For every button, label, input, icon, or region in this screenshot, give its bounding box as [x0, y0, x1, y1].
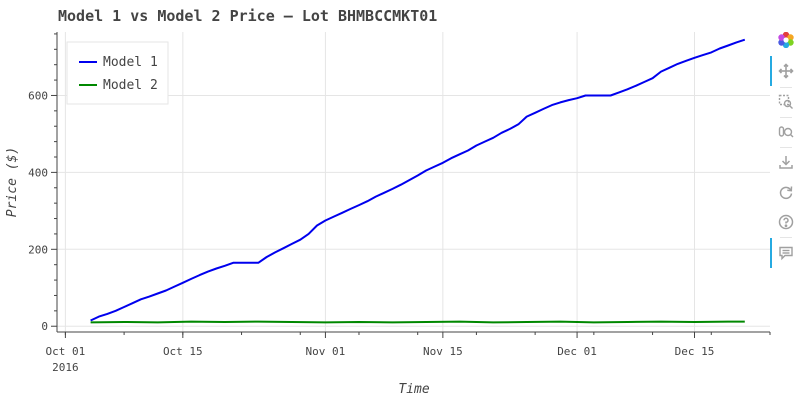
x-tick-label: Nov 15 — [423, 345, 463, 358]
x-tick-label: Dec 15 — [675, 345, 715, 358]
series-line-2[interactable] — [90, 320, 745, 324]
toolbar-separator — [780, 87, 792, 88]
x-tick-sublabel: 2016 — [52, 361, 79, 374]
axes: 0 200 400 600 Oct 01 2016 Oct 15 Nov 01 Nov 15 De… — [28, 32, 771, 374]
box-zoom-icon[interactable] — [778, 94, 794, 110]
y-tick-label: 0 — [41, 320, 48, 333]
legend[interactable]: Model 1 Model 2 — [66, 41, 169, 105]
legend-label[interactable]: Model 2 — [103, 78, 158, 93]
help-icon[interactable] — [778, 214, 794, 230]
grid — [57, 32, 770, 332]
chart-title: Model 1 vs Model 2 Price – Lot BHMBCCMKT… — [58, 7, 437, 25]
x-tick-label: Nov 01 — [306, 345, 346, 358]
y-axis-title: Price ($) — [5, 147, 20, 217]
toolbar-separator — [780, 117, 792, 118]
legend-label[interactable]: Model 1 — [103, 55, 158, 70]
toolbar-separator — [780, 237, 792, 238]
toolbar — [769, 28, 800, 278]
legend-box — [66, 41, 169, 105]
save-icon[interactable] — [778, 154, 794, 170]
x-axis-title: Time — [398, 382, 429, 397]
reset-icon[interactable] — [778, 184, 794, 200]
x-tick-label: Oct 01 — [46, 345, 86, 358]
x-tick-label: Dec 01 — [557, 345, 597, 358]
hover-icon[interactable] — [778, 245, 794, 261]
bokeh-logo-icon[interactable] — [778, 32, 794, 48]
hover-active-indicator — [769, 238, 772, 268]
series-line-1[interactable] — [90, 38, 746, 322]
x-tick-label: Oct 15 — [163, 345, 203, 358]
pan-active-indicator — [769, 56, 772, 86]
y-tick-label: 200 — [28, 243, 48, 256]
toolbar-separator — [780, 147, 792, 148]
pan-icon[interactable] — [778, 63, 794, 79]
wheel-zoom-icon[interactable] — [778, 124, 794, 140]
y-tick-label: 400 — [28, 166, 48, 179]
y-tick-label: 600 — [28, 89, 48, 102]
plot-area[interactable] — [90, 38, 746, 324]
